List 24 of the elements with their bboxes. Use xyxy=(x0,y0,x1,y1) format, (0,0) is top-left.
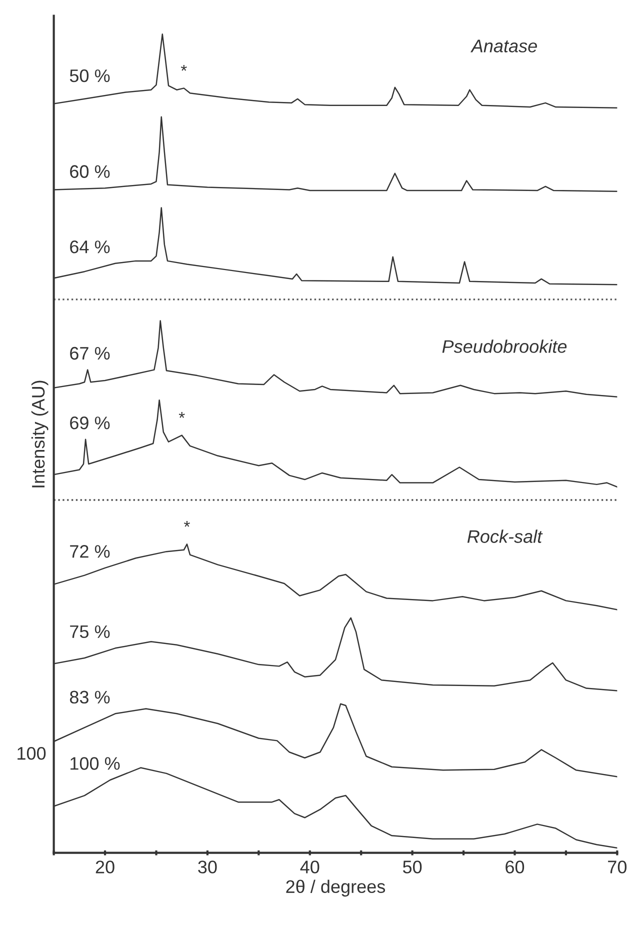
annotation: * xyxy=(184,520,190,527)
x-tick-label: 20 xyxy=(96,860,114,874)
y-axis-title: Intensity (AU) xyxy=(31,380,48,488)
series-label: 69 % xyxy=(70,416,110,430)
x-tick-label: 30 xyxy=(198,860,217,874)
series-label: 64 % xyxy=(70,240,110,254)
series-label: 100 % xyxy=(70,757,120,770)
x-tick-label: 50 xyxy=(402,860,422,874)
annotation: * xyxy=(180,64,187,71)
annotation: Rock-salt xyxy=(467,530,543,543)
series-label: 50 % xyxy=(70,69,110,82)
annotation: Anatase xyxy=(470,40,537,52)
text: 100 xyxy=(18,746,46,760)
series-label: 67 % xyxy=(70,346,110,360)
series-label: 75 % xyxy=(70,625,110,638)
x-tick-label: 40 xyxy=(300,860,320,874)
x-axis-title: 2θ / degrees xyxy=(286,880,386,897)
annotation: * xyxy=(178,412,185,418)
series-label: 60 % xyxy=(70,165,110,178)
series-label: 83 % xyxy=(70,690,110,704)
annotation: Pseudobrookite xyxy=(442,340,567,353)
series-label: 72 % xyxy=(70,545,110,558)
x-tick-label: 70 xyxy=(608,860,627,874)
x-tick-label: 60 xyxy=(506,860,524,874)
